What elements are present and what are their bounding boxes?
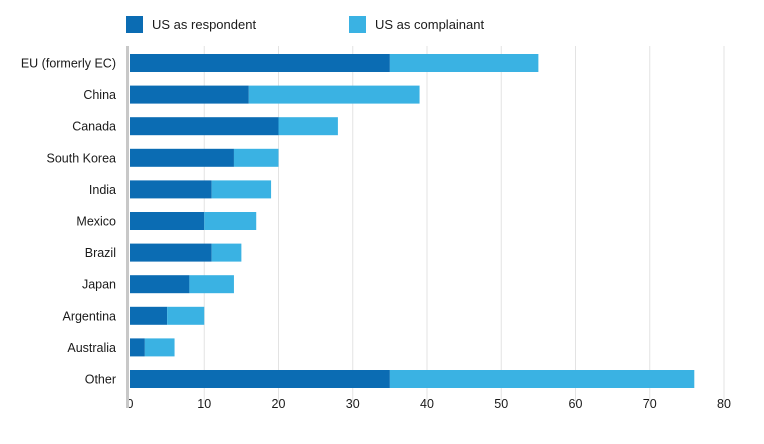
category-label: India (89, 183, 116, 197)
gridlines (203, 46, 725, 404)
bar-complainant (189, 275, 234, 294)
x-tick-label: 10 (197, 397, 211, 411)
bars (130, 54, 695, 388)
legend-label-complainant: US as complainant (375, 16, 485, 32)
legend-swatch-respondent (126, 15, 143, 33)
legend-item-complainant: US as complainant (349, 14, 484, 34)
category-label: China (83, 88, 116, 102)
category-label: Argentina (62, 309, 116, 323)
x-tick-label: 80 (717, 397, 731, 411)
bar-respondent (130, 370, 390, 388)
y-axis-line (126, 46, 129, 408)
category-label: South Korea (47, 151, 117, 165)
category-label: Canada (72, 120, 116, 134)
bar-complainant (389, 54, 539, 72)
bar-respondent (130, 306, 168, 325)
bar-complainant (233, 148, 279, 167)
bar-complainant (144, 338, 175, 357)
category-label: EU (formerly EC) (21, 57, 116, 71)
bar-respondent (130, 275, 190, 294)
category-label: Brazil (85, 246, 116, 260)
category-labels: EU (formerly EC) China Canada South Korea In… (21, 57, 116, 387)
bar-complainant (167, 306, 205, 325)
x-tick-label: 70 (643, 397, 657, 411)
x-tick-label: 50 (494, 397, 508, 411)
x-tick-labels: 0 10 20 30 40 50 60 70 80 (127, 397, 731, 411)
bar-respondent (130, 243, 212, 262)
legend-swatch-complainant (349, 15, 366, 33)
legend-item-respondent: US as respondent (126, 14, 256, 34)
bar-respondent (130, 212, 205, 230)
x-tick-label: 0 (127, 397, 134, 411)
bar-complainant (211, 243, 242, 262)
bar-complainant (248, 85, 420, 104)
x-tick-label: 60 (569, 397, 583, 411)
bar-respondent (130, 338, 145, 357)
x-tick-label: 20 (272, 397, 286, 411)
bar-respondent (130, 85, 249, 104)
category-label: Australia (67, 341, 116, 355)
bar-complainant (389, 370, 695, 388)
bar-respondent (130, 180, 212, 199)
bar-complainant (278, 117, 338, 136)
bar-respondent (130, 148, 234, 167)
category-label: Mexico (76, 215, 116, 229)
category-label: Other (85, 373, 116, 387)
legend-label-respondent: US as respondent (152, 16, 257, 32)
bar-complainant (204, 212, 257, 230)
x-tick-label: 30 (346, 397, 360, 411)
x-tick-label: 40 (420, 397, 434, 411)
bar-respondent (130, 54, 390, 72)
category-label: Japan (82, 278, 116, 292)
bar-complainant (211, 180, 272, 199)
bar-respondent (130, 117, 279, 136)
